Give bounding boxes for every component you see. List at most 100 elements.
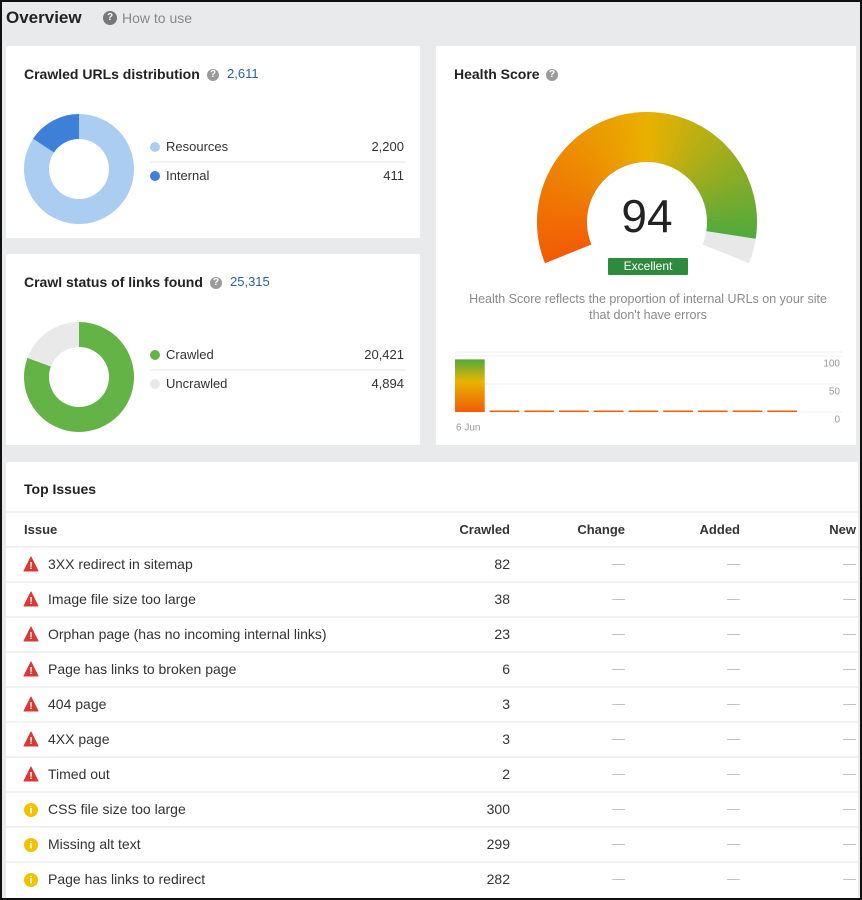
change-value: — — [612, 591, 625, 606]
help-icon[interactable]: ? — [210, 277, 222, 289]
issue-name[interactable]: 404 page — [48, 696, 107, 712]
crawled-count[interactable]: 2 — [502, 766, 510, 782]
x-tick-label: 6 Jun — [456, 423, 480, 434]
icon-glyph: ! — [29, 631, 32, 642]
crawled-count[interactable]: 282 — [486, 871, 510, 887]
arc-slice — [578, 132, 613, 175]
arc-slice — [537, 208, 588, 218]
arc-slice — [549, 165, 596, 194]
card-title: Health Score — [454, 66, 540, 82]
icon-glyph: ! — [29, 771, 32, 782]
arc-slice — [706, 218, 757, 224]
card-title: Crawled URLs distribution — [24, 66, 200, 82]
arc-slice — [706, 213, 757, 221]
arc-slice — [653, 112, 665, 163]
arc-slice — [672, 122, 699, 169]
issue-name[interactable]: Image file size too large — [48, 591, 196, 607]
issue-name[interactable]: Page has links to redirect — [48, 871, 206, 887]
change-value: — — [727, 696, 740, 711]
issue-name[interactable]: Timed out — [48, 766, 110, 782]
change-value: — — [727, 836, 740, 851]
error-icon — [23, 731, 39, 747]
change-value: — — [727, 556, 740, 571]
icon-glyph: ! — [29, 736, 32, 747]
issue-name[interactable]: 3XX redirect in sitemap — [48, 556, 193, 572]
arc-slice — [545, 174, 593, 199]
arc-slice — [538, 198, 589, 213]
change-value: — — [612, 731, 625, 746]
arc-slice — [706, 222, 757, 229]
arc-slice — [537, 225, 588, 234]
card — [6, 462, 858, 898]
change-value: — — [727, 626, 740, 641]
column-header[interactable]: New — [829, 522, 856, 537]
change-value: — — [843, 766, 856, 781]
rating-badge — [608, 258, 688, 275]
change-value: — — [843, 556, 856, 571]
arc-slice — [634, 112, 643, 163]
crawled-count[interactable]: 300 — [486, 801, 510, 817]
arc-slice — [629, 112, 641, 163]
icon-glyph: ! — [29, 561, 32, 572]
arc-slice — [537, 228, 588, 239]
crawled-count[interactable]: 3 — [502, 731, 510, 747]
crawled-count[interactable]: 82 — [494, 556, 510, 572]
crawled-count[interactable]: 6 — [502, 661, 510, 677]
arc-slice — [667, 118, 690, 167]
donut-segment — [27, 321, 79, 367]
arc-slice — [537, 213, 588, 221]
warning-icon — [24, 873, 38, 887]
crawled-count[interactable]: 3 — [502, 696, 510, 712]
help-icon[interactable]: ? — [207, 69, 219, 81]
arc-slice — [571, 138, 608, 179]
bar — [663, 410, 693, 412]
total-count[interactable]: 25,315 — [230, 274, 270, 289]
issue-name[interactable]: Orphan page (has no incoming internal li… — [48, 626, 327, 642]
arc-slice — [547, 169, 595, 197]
crawled-count[interactable]: 23 — [494, 626, 510, 642]
arc-slice — [541, 239, 591, 259]
warning-icon — [24, 838, 38, 852]
arc-slice — [681, 132, 716, 175]
arc-slice — [677, 126, 707, 172]
error-icon — [23, 591, 39, 607]
legend-dot — [150, 350, 160, 360]
legend-label: Crawled — [166, 347, 214, 362]
arc-slice — [537, 203, 588, 215]
arc-slice — [693, 153, 737, 187]
crawled-count[interactable]: 38 — [494, 591, 510, 607]
issue-name[interactable]: 4XX page — [48, 731, 110, 747]
change-value: — — [612, 801, 625, 816]
arc-slice — [691, 149, 733, 185]
legend-label: Resources — [166, 139, 229, 154]
column-header[interactable]: Change — [577, 522, 625, 537]
crawled-count[interactable]: 299 — [486, 836, 510, 852]
issue-name[interactable]: CSS file size too large — [48, 801, 186, 817]
legend-value: 411 — [383, 168, 404, 183]
arc-slice — [537, 222, 588, 229]
total-count[interactable]: 2,611 — [227, 66, 259, 81]
score-arc — [536, 112, 757, 264]
y-tick-label: 100 — [823, 359, 840, 370]
issue-name[interactable]: Missing alt text — [48, 836, 141, 852]
column-header[interactable]: Crawled — [459, 522, 510, 537]
arc-slice — [540, 188, 590, 207]
change-value: — — [612, 626, 625, 641]
issue-name[interactable]: Page has links to broken page — [48, 661, 237, 677]
change-value: — — [843, 871, 856, 886]
help-link[interactable]: How to use — [122, 10, 193, 26]
arc-slice — [669, 120, 694, 168]
help-icon[interactable]: ? — [103, 11, 117, 25]
change-value: — — [612, 696, 625, 711]
arc-slice — [683, 135, 719, 177]
donut-segment — [24, 322, 135, 432]
help-icon[interactable]: ? — [546, 69, 558, 81]
arc-slice — [591, 124, 620, 171]
arc-slice — [540, 236, 590, 254]
error-icon — [23, 696, 39, 712]
column-header[interactable]: Added — [699, 522, 740, 537]
legend-dot — [150, 171, 160, 181]
arc-slice — [564, 145, 604, 183]
bar — [524, 410, 555, 412]
